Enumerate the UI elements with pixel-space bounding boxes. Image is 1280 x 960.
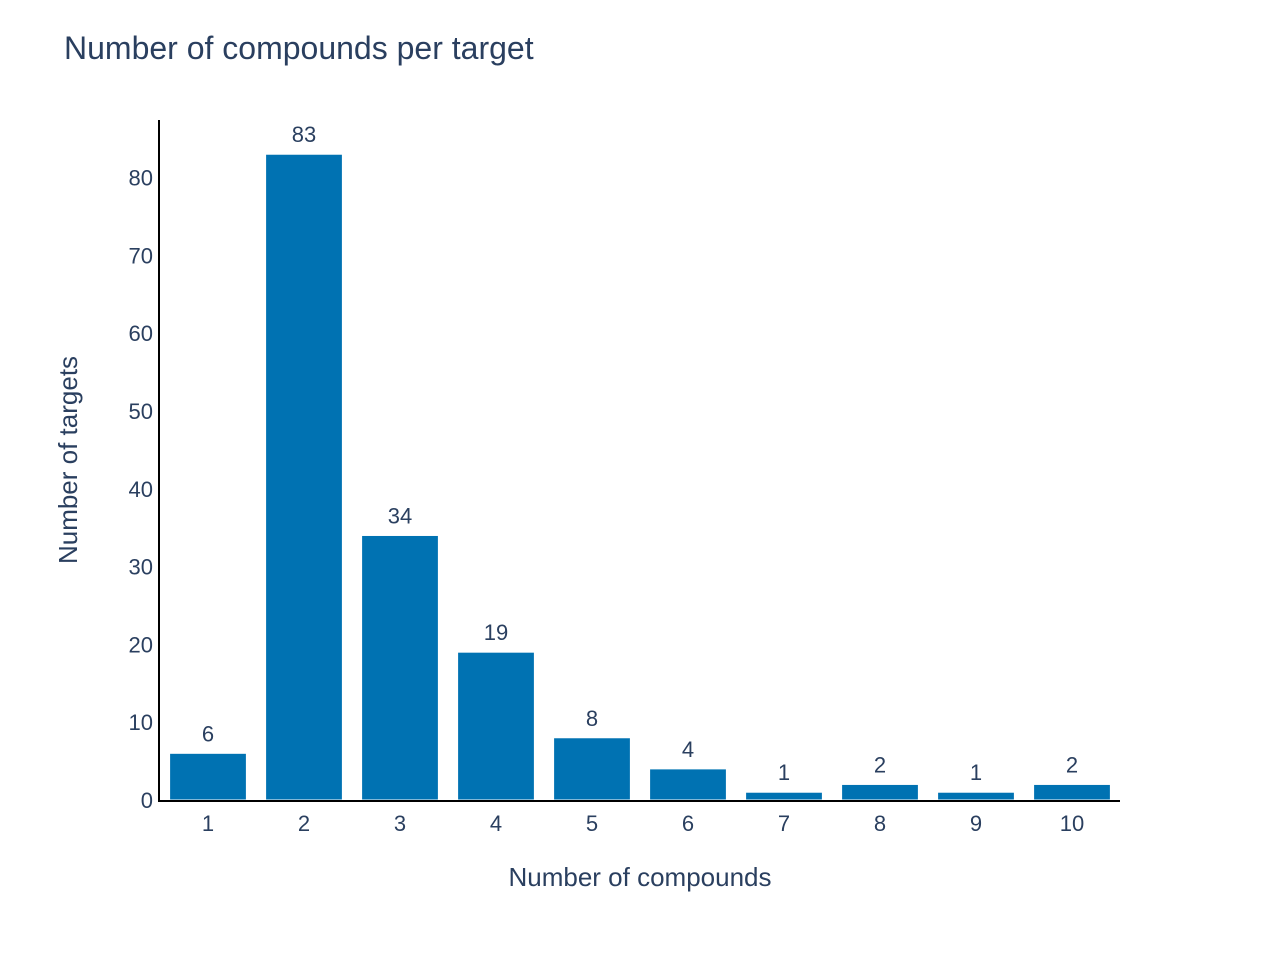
x-tick-label: 3 [394,811,406,836]
y-tick-label: 60 [129,321,153,346]
y-tick-label: 30 [129,555,153,580]
y-tick-label: 20 [129,632,153,657]
bar-value-label: 4 [682,737,694,762]
x-axis-label: Number of compounds [508,862,771,892]
bar [841,783,919,801]
bar-value-label: 8 [586,706,598,731]
bar-value-label: 6 [202,721,214,746]
y-tick-label: 40 [129,477,153,502]
bar [265,153,343,801]
x-tick-label: 8 [874,811,886,836]
y-tick-label: 0 [141,788,153,813]
x-tick-label: 4 [490,811,502,836]
bar-value-label: 1 [778,760,790,785]
bars [169,153,1111,801]
bar [937,791,1015,801]
y-axis-label: Number of targets [53,356,83,564]
data-labels: 6 83 34 19 8 4 1 2 1 2 [202,122,1078,785]
y-tick-labels: 0 10 20 30 40 50 60 70 80 [129,166,153,813]
y-tick-label: 80 [129,166,153,191]
bar-value-label: 2 [874,752,886,777]
bar-value-label: 1 [970,760,982,785]
bar [649,768,727,801]
bar [457,651,535,801]
bar [553,737,631,801]
x-tick-labels: 1 2 3 4 5 6 7 8 9 10 [202,811,1084,836]
x-tick-label: 5 [586,811,598,836]
chart-title: Number of compounds per target [64,30,534,66]
x-tick-label: 2 [298,811,310,836]
x-tick-label: 9 [970,811,982,836]
bar [745,791,823,801]
x-tick-label: 10 [1060,811,1084,836]
y-tick-label: 50 [129,399,153,424]
bar [361,534,439,801]
y-tick-label: 70 [129,243,153,268]
bar-value-label: 2 [1066,752,1078,777]
x-tick-label: 1 [202,811,214,836]
bar [1033,783,1111,801]
x-tick-label: 6 [682,811,694,836]
bar [169,752,247,801]
bar-value-label: 19 [484,620,508,645]
bar-value-label: 83 [292,122,316,147]
y-tick-label: 10 [129,710,153,735]
x-tick-label: 7 [778,811,790,836]
bar-value-label: 34 [388,503,412,528]
